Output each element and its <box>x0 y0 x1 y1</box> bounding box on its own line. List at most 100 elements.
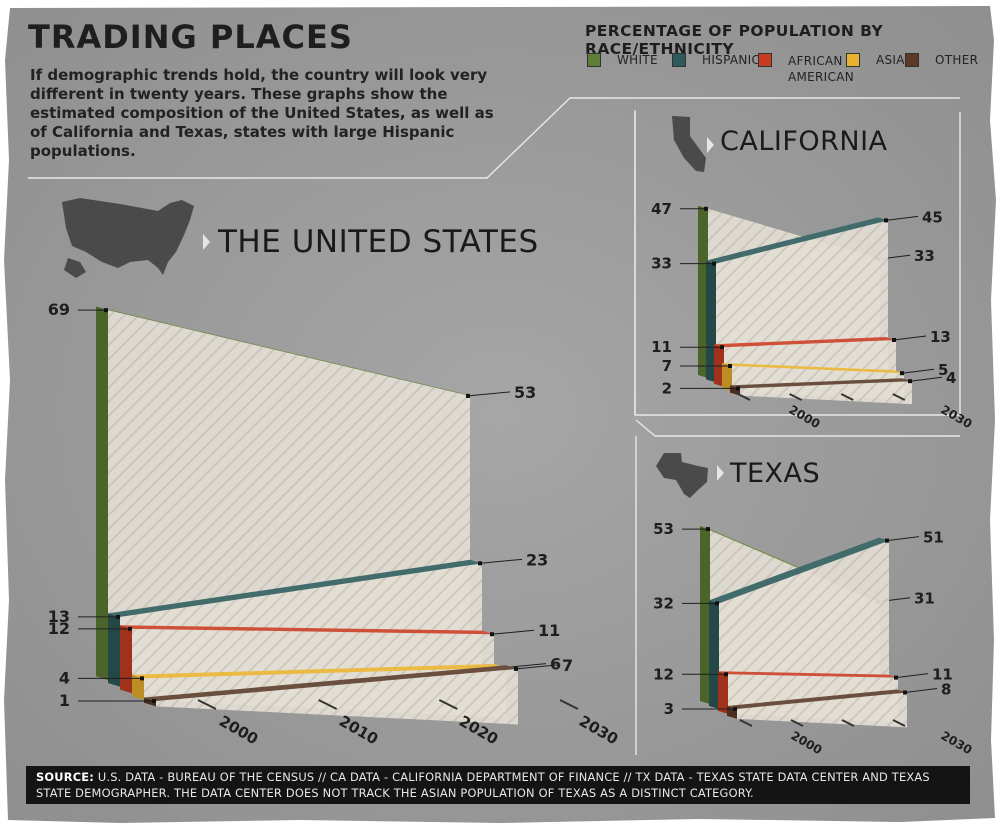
end-value-label: 4 <box>946 369 956 387</box>
end-marker <box>900 371 904 376</box>
legend-item-other: OTHER <box>905 53 978 67</box>
tx-arrow-icon <box>717 465 724 481</box>
top-band-hispanic <box>706 217 888 264</box>
alaska-icon <box>64 258 86 278</box>
legend-swatch <box>846 53 860 67</box>
end-marker <box>903 690 907 695</box>
legend-swatch <box>758 53 772 67</box>
pillar-white <box>698 205 708 378</box>
chart-2: 53 31 32 51 12 11 3 8 2000 2030 <box>653 520 974 757</box>
end-value-label: 45 <box>922 208 943 226</box>
end-leader-line <box>893 335 927 341</box>
end-leader-line <box>901 368 935 374</box>
top-band-other <box>730 378 912 389</box>
legend-label: ASIAN <box>876 53 915 67</box>
area-face-other <box>737 692 907 728</box>
start-marker <box>736 386 740 391</box>
top-band-asian <box>132 664 506 679</box>
top-band-hispanic <box>108 559 482 617</box>
pillar-hispanic <box>108 613 120 687</box>
end-marker <box>885 538 889 543</box>
year-tick <box>438 699 458 710</box>
end-value-label: 11 <box>538 621 560 640</box>
pillar-asian <box>132 674 144 700</box>
year-tick <box>790 719 804 727</box>
start-value-label: 53 <box>653 520 674 538</box>
end-leader-line <box>515 664 559 670</box>
start-marker <box>712 261 716 266</box>
legend-item-white: WHITE <box>587 53 658 67</box>
intro-text: If demographic trends hold, the country … <box>30 66 494 160</box>
top-band-other <box>144 665 518 702</box>
tx-panel-title: TEXAS <box>730 458 821 489</box>
legend-title: PERCENTAGE OF POPULATION BY RACE/ETHNICI… <box>585 22 884 58</box>
end-value-label: 23 <box>526 550 548 569</box>
year-label: 2010 <box>336 712 381 748</box>
end-leader-line <box>886 536 920 542</box>
start-value-label: 47 <box>651 200 672 218</box>
year-label: 2000 <box>216 712 261 748</box>
start-value-label: 12 <box>653 665 674 683</box>
start-marker <box>116 614 120 619</box>
start-marker <box>152 699 156 704</box>
year-tick <box>841 719 855 727</box>
start-value-label: 11 <box>651 338 672 356</box>
area-face-other <box>156 668 518 725</box>
end-value-label: 33 <box>914 247 935 265</box>
end-leader-line <box>467 391 511 397</box>
start-marker <box>724 672 728 677</box>
start-marker <box>720 345 724 350</box>
top-band-african-american <box>718 671 898 678</box>
start-value-label: 33 <box>651 255 672 273</box>
legend-label: AFRICAN AMERICAN <box>788 54 854 84</box>
ca-panel-title: CALIFORNIA <box>720 126 888 157</box>
year-tick <box>197 699 217 710</box>
end-marker <box>490 632 494 637</box>
source-note: SOURCE: U.S. DATA - BUREAU OF THE CENSUS… <box>26 766 970 804</box>
legend-item-hispanic: HISPANIC <box>672 53 760 67</box>
top-band-white <box>96 306 470 396</box>
start-marker <box>706 527 710 532</box>
texas-map-icon <box>656 453 708 498</box>
start-value-label: 7 <box>662 357 672 375</box>
top-band-african-american <box>714 337 896 348</box>
start-value-label: 69 <box>48 300 70 319</box>
end-marker <box>478 561 482 566</box>
ca-arrow-icon <box>707 137 714 153</box>
page-title: TRADING PLACES <box>28 18 353 56</box>
divider-lines <box>28 97 961 755</box>
year-tick <box>737 393 751 401</box>
end-marker <box>894 675 898 680</box>
start-marker <box>140 676 144 681</box>
end-value-label: 6 <box>550 655 561 674</box>
legend-swatch <box>587 53 601 67</box>
start-marker <box>128 626 132 631</box>
year-label: 2030 <box>939 728 975 757</box>
year-label: 2000 <box>787 402 823 431</box>
top-band-hispanic <box>709 537 889 604</box>
pillar-african-american <box>718 671 728 714</box>
pillar-hispanic <box>706 260 716 383</box>
pillar-asian <box>722 363 732 392</box>
pillar-hispanic <box>709 600 719 709</box>
top-band-other <box>727 689 907 709</box>
start-value-label: 32 <box>653 594 674 612</box>
end-leader-line <box>885 215 919 221</box>
legend-swatch <box>905 53 919 67</box>
start-value-label: 2 <box>662 379 672 397</box>
legend-item-asian: ASIAN <box>846 53 914 67</box>
year-label: 2030 <box>939 402 975 431</box>
end-value-label: 13 <box>930 328 951 346</box>
end-marker <box>892 338 896 342</box>
end-value-label: 5 <box>938 361 948 379</box>
chart-1: 47 33 33 45 11 13 7 5 2 4 2000 2030 <box>651 200 974 432</box>
end-value-label: 11 <box>932 666 953 684</box>
us-panel-title: THE UNITED STATES <box>218 224 539 260</box>
pillar-white <box>96 306 108 680</box>
end-leader-line <box>895 673 929 679</box>
year-tick <box>789 393 803 401</box>
pillar-white <box>700 526 710 704</box>
year-tick <box>892 393 906 401</box>
